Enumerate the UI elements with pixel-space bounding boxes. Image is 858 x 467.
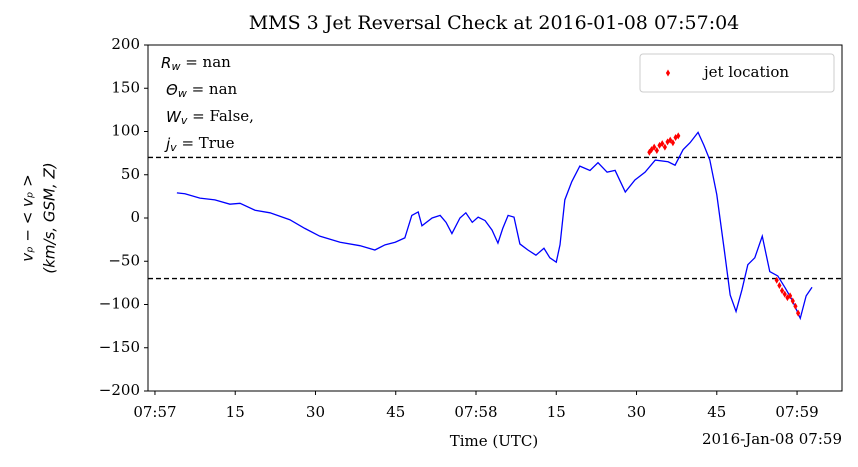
x-tick-label: 07:58 [454, 403, 497, 421]
legend-box [639, 53, 835, 93]
data-point [796, 309, 801, 317]
annotation-symbol: Θ [166, 81, 178, 99]
x-tick-label: 30 [306, 403, 325, 421]
data-point [665, 138, 670, 146]
chart-title: MMS 3 Jet Reversal Check at 2016-01-08 0… [249, 12, 740, 34]
data-point [647, 148, 652, 156]
x-tick-label: 07:57 [133, 403, 176, 421]
y-tick-label: −50 [108, 251, 140, 269]
plot-frame [147, 44, 843, 392]
data-point [649, 146, 654, 154]
y-tick-label: 200 [111, 35, 140, 53]
x-tick-label: 15 [547, 403, 566, 421]
data-point [779, 287, 785, 295]
offset-label: 2016-Jan-08 07:59 [702, 430, 842, 448]
y-tick-label: 100 [111, 122, 140, 140]
annotation-sub: w [178, 87, 187, 100]
data-point [777, 281, 782, 289]
data-point [670, 139, 676, 147]
annotation-sub: v [181, 114, 188, 127]
data-line [176, 131, 813, 321]
annotation: Wv = False, [166, 107, 254, 127]
annotation-text: = nan [187, 80, 238, 98]
y-tick-label: 0 [130, 208, 140, 226]
annotation-symbol: R [161, 54, 171, 72]
data-point [654, 147, 659, 155]
data-point [787, 292, 793, 300]
annotation: jv = True [164, 134, 235, 154]
annotation-symbol: W [166, 108, 182, 126]
data-point [676, 132, 681, 140]
annotation: Θw = nan [166, 80, 238, 100]
y-tick-label: 150 [111, 78, 140, 96]
annotation-text: = False, [187, 107, 254, 125]
data-point [782, 290, 787, 298]
y-axis-label: (km/s, GSM, Z) [41, 162, 59, 273]
data-point [660, 140, 665, 148]
data-point [668, 136, 673, 144]
x-axis-label: Time (UTC) [450, 432, 539, 450]
x-tick-label: 30 [627, 403, 646, 421]
legend-marker [665, 69, 671, 77]
annotation-text: = nan [180, 53, 231, 71]
data-point [662, 143, 667, 151]
x-tick-label: 07:59 [775, 403, 818, 421]
x-tick-label: 45 [707, 403, 726, 421]
annotation: Rw = nan [161, 53, 231, 73]
y-axis-label: vₚ − < vₚ > [19, 174, 37, 261]
y-tick-label: −200 [99, 381, 140, 399]
legend-label: jet location [702, 63, 789, 81]
data-point [793, 302, 798, 310]
data-point [790, 297, 795, 305]
y-tick-label: −100 [99, 295, 140, 313]
x-tick-label: 15 [226, 403, 245, 421]
annotation-text: = True [177, 134, 235, 152]
data-point [652, 143, 657, 151]
data-point [774, 276, 779, 284]
y-tick-label: 50 [121, 165, 140, 183]
y-tick-label: −150 [99, 338, 140, 356]
annotation-symbol: j [164, 135, 171, 153]
annotation-sub: v [170, 141, 177, 154]
x-tick-label: 45 [386, 403, 405, 421]
annotation-sub: w [171, 60, 180, 73]
